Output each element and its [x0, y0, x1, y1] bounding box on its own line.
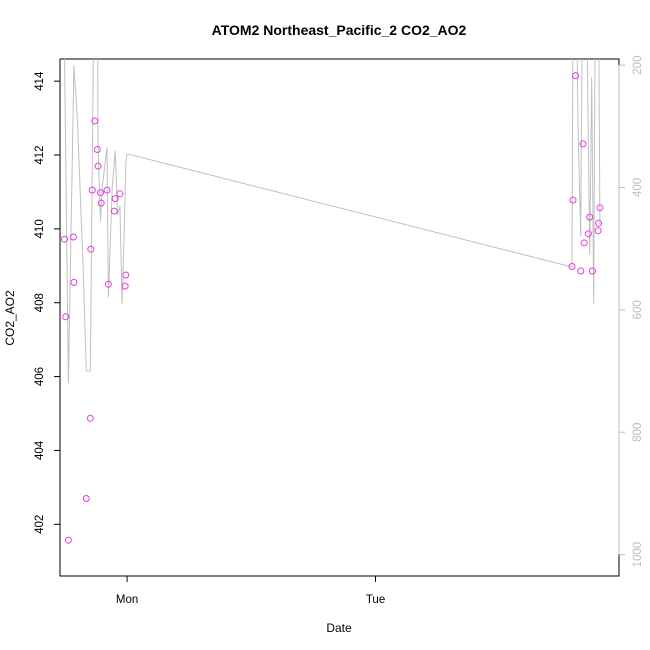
y2-tick-label: 200 — [632, 56, 644, 75]
pressure-line-series — [64, 59, 601, 384]
data-point — [586, 213, 594, 221]
x-axis: Mon Tue — [116, 575, 385, 606]
co2-point-series — [61, 72, 604, 544]
data-point — [121, 282, 129, 290]
data-point — [584, 230, 592, 238]
y2-tick-label: 800 — [632, 423, 644, 442]
pressure-line — [64, 59, 601, 384]
data-point — [568, 263, 576, 270]
data-point — [87, 245, 95, 253]
data-point — [595, 219, 603, 227]
data-point — [70, 278, 78, 286]
data-point — [579, 140, 587, 148]
data-point — [116, 190, 124, 198]
data-point — [93, 146, 101, 153]
data-point — [97, 189, 104, 197]
data-point — [82, 495, 90, 502]
chart-title: ATOM2 Northeast_Pacific_2 CO2_AO2 — [212, 22, 467, 38]
data-point — [104, 280, 112, 288]
data-point — [580, 239, 588, 247]
data-point — [88, 186, 96, 194]
data-point — [64, 536, 72, 544]
data-point — [569, 196, 577, 204]
data-point — [61, 235, 68, 243]
data-point — [91, 117, 99, 125]
x-tick-label: Mon — [116, 594, 138, 606]
data-point — [86, 414, 94, 422]
data-point — [588, 267, 596, 275]
y2-tick-label: 1000 — [632, 542, 644, 568]
data-point — [577, 267, 585, 275]
data-point — [94, 162, 102, 170]
data-point — [69, 233, 77, 241]
x-tick-label: Tue — [366, 594, 385, 606]
y2-tick-label: 400 — [632, 178, 644, 197]
data-point — [594, 227, 602, 235]
data-point — [596, 204, 604, 212]
data-point — [110, 207, 118, 215]
data-point — [122, 271, 130, 279]
x-axis-label: Date — [326, 621, 352, 635]
y-axis-left: 402 404 406 408 410 412 414 — [34, 71, 61, 534]
data-point — [111, 195, 119, 203]
data-point — [97, 199, 105, 207]
y-tick-label: 412 — [34, 145, 46, 164]
y-tick-label: 404 — [34, 440, 46, 460]
data-point — [572, 72, 579, 80]
y-tick-label: 406 — [34, 367, 46, 386]
y2-tick-label: 600 — [632, 300, 644, 319]
y-tick-label: 408 — [34, 293, 46, 312]
data-point — [103, 186, 111, 194]
plot-frame — [59, 58, 620, 577]
y-tick-label: 402 — [34, 515, 46, 534]
y-tick-label: 410 — [34, 219, 46, 238]
data-point — [62, 313, 70, 321]
y-axis-right: 200 400 600 800 1000 — [618, 56, 644, 568]
y-tick-label: 414 — [34, 71, 46, 91]
y-axis-label: CO2_AO2 — [3, 290, 17, 346]
